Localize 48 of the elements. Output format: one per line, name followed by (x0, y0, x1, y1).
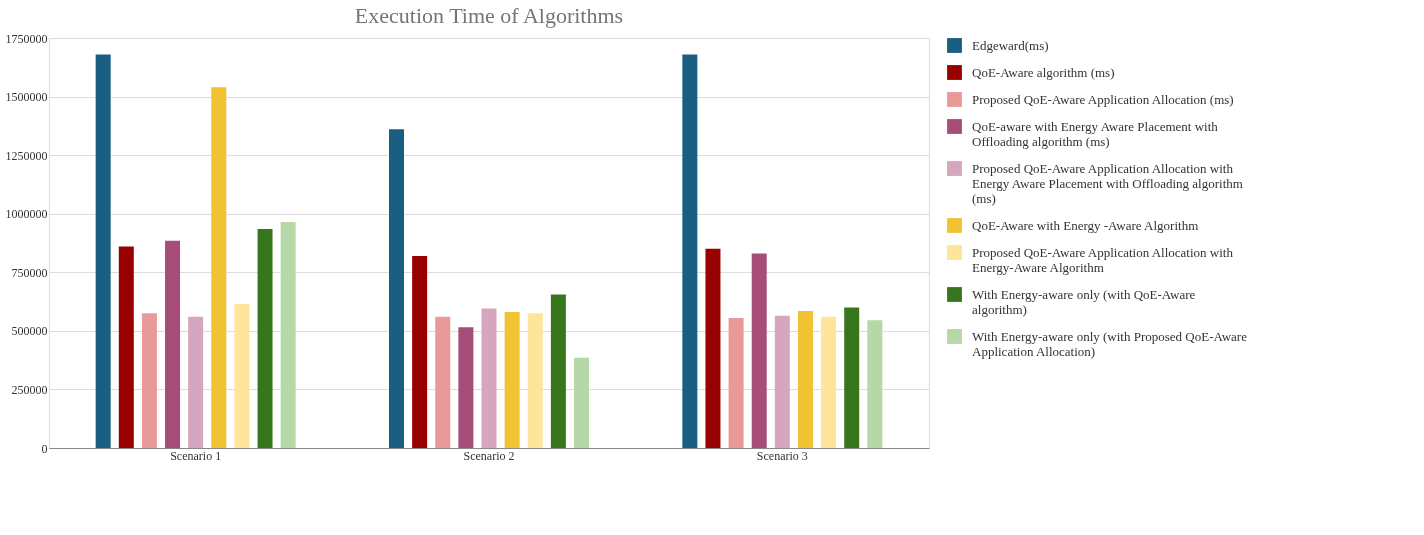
y-tick-label: 750000 (11, 265, 48, 280)
bar (682, 54, 698, 448)
bar (504, 312, 520, 448)
y-tick-label: 500000 (11, 324, 48, 339)
y-tick-label: 1000000 (5, 207, 48, 222)
legend-label: With Energy-aware only (with QoE-Aware algorithm) (972, 286, 1196, 317)
bar (389, 129, 405, 448)
legend-label: Proposed QoE-Aware Application Allocation with Energy-Aware Algorithm (972, 244, 1234, 275)
bar (280, 221, 296, 448)
y-tick-label: 1250000 (5, 148, 48, 163)
bar (550, 294, 566, 448)
legend-label: QoE-Aware with Energy -Aware Algorithm (972, 217, 1199, 233)
bar (728, 317, 744, 448)
legend-label: QoE-Aware algorithm (ms) (972, 64, 1115, 80)
x-tick-label: Scenario 2 (463, 448, 515, 463)
y-tick-label: 1500000 (5, 90, 48, 105)
bar (458, 327, 474, 448)
bar (481, 308, 497, 448)
bar (751, 253, 767, 448)
legend-label: Proposed QoE-Aware Application Allocation with Energy Aware Placement with Offloading algorithm (ms) (972, 160, 1243, 206)
y-tick-label: 1750000 (5, 31, 48, 46)
bar (705, 248, 721, 448)
chart-title: Execution Time of Algorithms (354, 3, 624, 28)
bar (573, 357, 589, 448)
x-tick-label: Scenario 3 (756, 448, 808, 463)
bar (774, 315, 790, 448)
legend-label: Proposed QoE-Aware Application Allocation (ms) (972, 91, 1234, 107)
bar (234, 303, 250, 448)
bar (95, 54, 111, 448)
bar (412, 255, 428, 448)
bar (257, 228, 273, 448)
bar (118, 246, 134, 448)
bar (844, 307, 860, 448)
y-tick-label: 250000 (11, 382, 48, 397)
bar (435, 316, 451, 448)
bar (188, 316, 204, 448)
legend-label: With Energy-aware only (with Proposed QoE-Aware Application Allocation) (972, 328, 1248, 359)
legend-label: QoE-aware with Energy Aware Placement with Offloading algorithm (ms) (972, 118, 1219, 149)
bar (141, 313, 157, 448)
bar (211, 87, 227, 448)
y-tick-label: 0 (41, 441, 48, 456)
bar (821, 316, 837, 448)
x-tick-label: Scenario 1 (170, 448, 222, 463)
bar (165, 240, 181, 448)
bar (867, 320, 883, 448)
bar (527, 313, 543, 448)
legend-label: Edgeward(ms) (972, 37, 1049, 53)
bar (797, 310, 813, 448)
